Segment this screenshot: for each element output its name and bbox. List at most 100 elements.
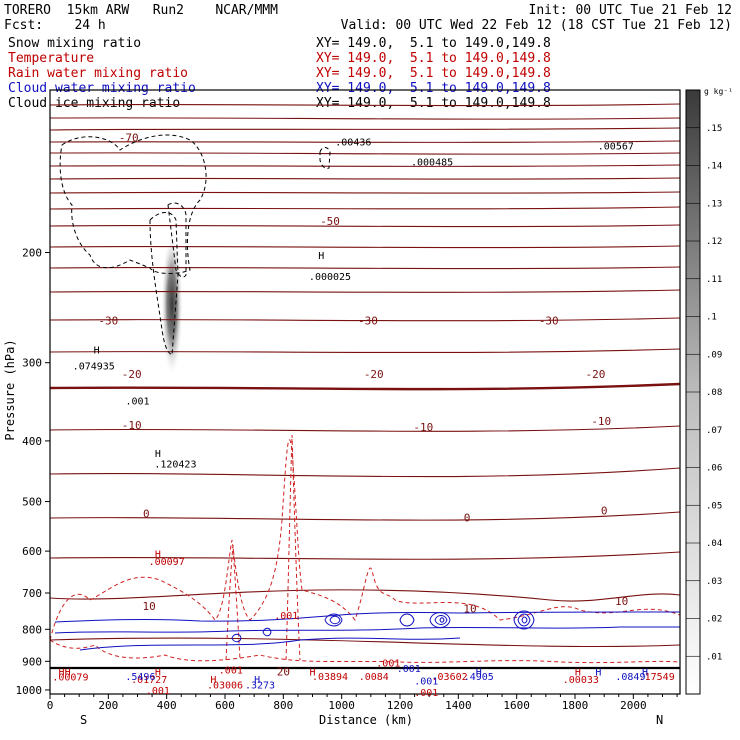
extremum-label: H bbox=[595, 667, 601, 678]
temperature-label: -20 bbox=[585, 368, 605, 381]
colorbar-tick-label: .09 bbox=[706, 350, 722, 360]
y-tick-label: 600 bbox=[22, 545, 42, 558]
temperature-label: 10 bbox=[615, 595, 628, 608]
colorbar-tick-label: .12 bbox=[706, 237, 722, 247]
temperature-label: -50 bbox=[320, 215, 340, 228]
field-cloudice-label: Cloud ice mixing ratio bbox=[8, 96, 181, 111]
extremum-label: H bbox=[254, 675, 260, 686]
y-tick-label: 500 bbox=[22, 496, 42, 509]
extremum-label: .00033 bbox=[563, 675, 599, 686]
y-tick-label: 200 bbox=[22, 246, 42, 259]
extremum-label: .01727 bbox=[131, 675, 167, 686]
field-temperature-label: Temperature bbox=[8, 51, 95, 66]
colorbar-tick-label: .06 bbox=[706, 464, 722, 474]
extremum-label: .00079 bbox=[52, 673, 88, 684]
colorbar-tick-label: .03 bbox=[706, 577, 722, 587]
extremum-label: .001 bbox=[125, 397, 149, 408]
extremum-label: .0849 bbox=[615, 672, 645, 683]
extremum-label: H bbox=[642, 667, 648, 678]
extremum-label: H bbox=[318, 251, 324, 262]
extremum-label: H bbox=[155, 549, 161, 560]
x-tick-label: 1400 bbox=[445, 699, 472, 712]
field-rain-label: Rain water mixing ratio bbox=[8, 66, 189, 81]
extrema-labels: H.074935.001H.120423H.000025.00436.00048… bbox=[52, 138, 674, 699]
colorbar: .01 .02 .03 .04 .05 .06 .07 .08 .09 .1 .11 .12 .13 .1… bbox=[685, 87, 733, 695]
temperature-contours bbox=[50, 103, 680, 670]
rain-contours bbox=[50, 434, 680, 664]
x-tick-label: 200 bbox=[98, 699, 118, 712]
temperature-label: -20 bbox=[364, 368, 384, 381]
extremum-label: .3273 bbox=[245, 681, 275, 692]
x-tick-label: 400 bbox=[157, 699, 177, 712]
y-tick-label: 800 bbox=[22, 623, 42, 636]
extremum-label: .00436 bbox=[335, 138, 371, 149]
x-tick-label: 1600 bbox=[503, 699, 530, 712]
temperature-label: 20 bbox=[277, 666, 290, 679]
extremum-label: .001 bbox=[376, 659, 400, 670]
extremum-label: .000485 bbox=[411, 157, 453, 168]
field-snow-xy: XY= 149.0, 5.1 to 149.0,149.8 bbox=[316, 36, 551, 51]
header-valid: Valid: 00 UTC Wed 22 Feb 12 (18 CST Tue … bbox=[340, 18, 732, 33]
colorbar-tick-label: .08 bbox=[706, 388, 722, 398]
colorbar-tick-label: .02 bbox=[706, 615, 722, 625]
temperature-label: -30 bbox=[358, 315, 378, 328]
north-end-label: N bbox=[656, 713, 663, 727]
colorbar-tick-label: .05 bbox=[706, 501, 722, 511]
y-axis: 200 300 400 500 600 700 800 900 1000 bbox=[16, 246, 50, 697]
extremum-label: .001 bbox=[146, 686, 170, 697]
field-cloudwater-label: Cloud water mixing ratio bbox=[8, 81, 196, 96]
extremum-label: .120423 bbox=[154, 460, 196, 471]
x-axis: 0 200 400 600 800 1000 1200 1400 1600 1800 2000 bbox=[47, 694, 678, 712]
temperature-label: 10 bbox=[143, 600, 156, 613]
extremum-label: H bbox=[155, 449, 161, 460]
x-tick-label: 800 bbox=[273, 699, 293, 712]
x-axis-title: Distance (km) bbox=[319, 713, 413, 727]
extremum-label: .0084 bbox=[359, 672, 389, 683]
colorbar-tick-label: .1 bbox=[706, 313, 717, 323]
header-init: Init: 00 UTC Tue 21 Feb 12 bbox=[528, 3, 733, 18]
extremum-label: .03894 bbox=[312, 672, 348, 683]
temperature-label: -20 bbox=[122, 368, 142, 381]
colorbar-tick-label: .15 bbox=[706, 124, 722, 134]
extremum-label: .00567 bbox=[598, 142, 634, 153]
colorbar-tick-label: .14 bbox=[706, 162, 722, 172]
x-tick-label: 1000 bbox=[328, 699, 355, 712]
colorbar-tick-label: .07 bbox=[706, 426, 722, 436]
extremum-label: .001 bbox=[274, 611, 298, 622]
y-tick-label: 700 bbox=[22, 587, 42, 600]
temperature-label: -10 bbox=[591, 415, 611, 428]
extremum-label: HH bbox=[59, 667, 71, 678]
field-snow-label: Snow mixing ratio bbox=[8, 36, 142, 51]
temperature-label: 0 bbox=[601, 505, 608, 518]
extremum-label: .001 bbox=[397, 664, 421, 675]
x-tick-label: 600 bbox=[215, 699, 235, 712]
x-tick-label: 1200 bbox=[387, 699, 414, 712]
extremum-label: .001 bbox=[219, 665, 243, 676]
colorbar-tick-label: .11 bbox=[706, 275, 722, 285]
extremum-label: H bbox=[94, 346, 100, 357]
y-tick-label: 300 bbox=[22, 357, 42, 370]
extremum-label: .000025 bbox=[309, 272, 351, 283]
temperature-labels: -70 -50 -30 -30 -30 -20 -20 -20 -10 -10 -10 0 0 0 10 10… bbox=[98, 131, 628, 678]
plot-frame bbox=[49, 89, 681, 695]
extremum-label: H bbox=[210, 675, 216, 686]
extremum-label: .03006 bbox=[207, 681, 243, 692]
x-tick-label: 2000 bbox=[620, 699, 647, 712]
cloud-water-contours bbox=[54, 610, 680, 651]
y-tick-label: 400 bbox=[22, 435, 42, 448]
header-forecast: Fcst: 24 h bbox=[4, 18, 106, 33]
south-end-label: S bbox=[80, 713, 87, 727]
temperature-label: -70 bbox=[119, 131, 139, 144]
colorbar-units: g kg⁻¹ bbox=[704, 87, 733, 96]
field-temperature-xy: XY= 149.0, 5.1 to 149.0,149.8 bbox=[316, 51, 551, 66]
temperature-label: 10 bbox=[463, 602, 476, 615]
extremum-label: .03602 bbox=[432, 672, 468, 683]
temperature-label: -10 bbox=[122, 419, 142, 432]
temperature-label: -30 bbox=[98, 315, 118, 328]
field-cloudwater-xy: XY= 149.0, 5.1 to 149.0,149.8 bbox=[316, 81, 551, 96]
extremum-label: .5496 bbox=[125, 672, 155, 683]
extremum-label: H bbox=[476, 667, 482, 678]
temperature-label: -10 bbox=[413, 421, 433, 434]
extremum-label: .001 bbox=[414, 688, 438, 699]
